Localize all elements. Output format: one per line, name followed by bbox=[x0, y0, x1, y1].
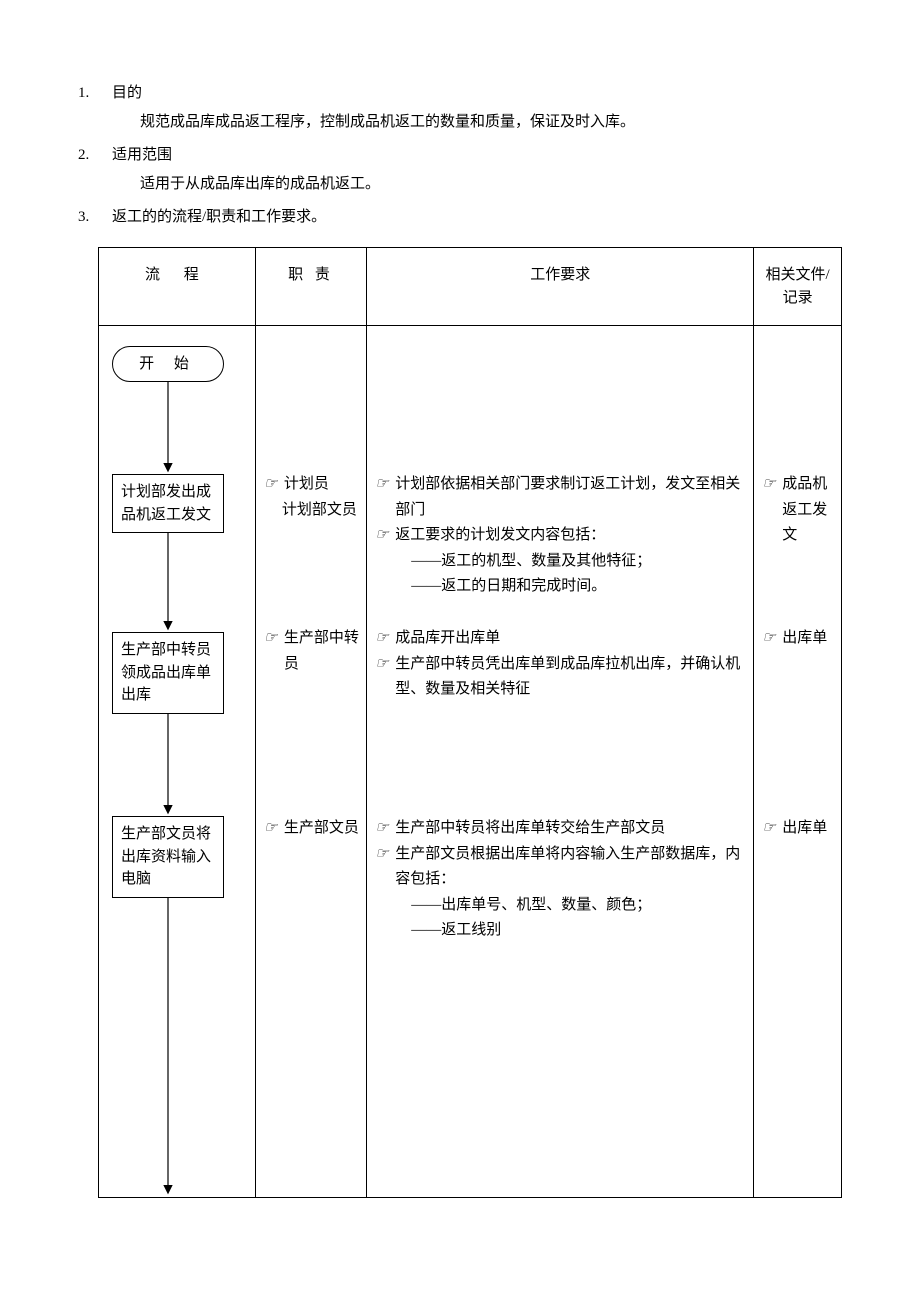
intro-title: 适用范围 bbox=[112, 142, 842, 169]
pointer-icon: ☞ bbox=[375, 472, 393, 498]
resp-block-3: ☞生产部文员 bbox=[256, 816, 366, 842]
flow-box-2: 生产部中转员领成品出库单出库 bbox=[112, 632, 224, 714]
pointer-icon: ☞ bbox=[375, 652, 393, 678]
pointer-icon: ☞ bbox=[762, 626, 780, 652]
flow-box-1: 计划部发出成品机返工发文 bbox=[112, 474, 224, 533]
intro-num: 1. bbox=[78, 80, 112, 138]
flowchart-svg bbox=[99, 326, 251, 1198]
intro-num: 3. bbox=[78, 204, 112, 231]
intro-item-1: 1. 目的 规范成品库成品返工程序，控制成品机返工的数量和质量，保证及时入库。 bbox=[78, 80, 842, 138]
th-req: 工作要求 bbox=[367, 248, 754, 326]
resp-block-2: ☞生产部中转员 bbox=[256, 626, 366, 677]
pointer-icon: ☞ bbox=[762, 816, 780, 842]
pointer-icon: ☞ bbox=[375, 816, 393, 842]
intro-desc: 适用于从成品库出库的成品机返工。 bbox=[140, 171, 842, 198]
flowchart-cell: 开 始 计划部发出成品机返工发文 生产部中转员领成品出库单出库 生产部文员将出库… bbox=[99, 326, 256, 1198]
doc-block-1: ☞成品机返工发文 bbox=[754, 472, 841, 549]
doc-cell: ☞成品机返工发文 ☞出库单 ☞出库单 bbox=[754, 326, 842, 1198]
doc-block-2: ☞出库单 bbox=[754, 626, 841, 652]
process-table: 流 程 职 责 工作要求 相关文件/记录 开 始 bbox=[98, 247, 842, 1198]
resp-block-1: ☞计划员 计划部文员 bbox=[256, 472, 366, 523]
req-block-3: ☞生产部中转员将出库单转交给生产部文员 ☞生产部文员根据出库单将内容输入生产部数… bbox=[367, 816, 753, 944]
flow-box-3: 生产部文员将出库资料输入电脑 bbox=[112, 816, 224, 898]
th-flow: 流 程 bbox=[99, 248, 256, 326]
intro-list: 1. 目的 规范成品库成品返工程序，控制成品机返工的数量和质量，保证及时入库。 … bbox=[78, 80, 842, 231]
table-body-row: 开 始 计划部发出成品机返工发文 生产部中转员领成品出库单出库 生产部文员将出库… bbox=[99, 326, 842, 1198]
pointer-icon: ☞ bbox=[264, 626, 282, 652]
pointer-icon: ☞ bbox=[375, 626, 393, 652]
pointer-icon: ☞ bbox=[375, 523, 393, 549]
flow-start-node: 开 始 bbox=[112, 346, 224, 382]
req-block-2: ☞成品库开出库单 ☞生产部中转员凭出库单到成品库拉机出库，并确认机型、数量及相关… bbox=[367, 626, 753, 703]
pointer-icon: ☞ bbox=[264, 472, 282, 498]
pointer-icon: ☞ bbox=[762, 472, 780, 498]
intro-title: 返工的的流程/职责和工作要求。 bbox=[112, 204, 842, 231]
intro-title: 目的 bbox=[112, 80, 842, 107]
pointer-icon: ☞ bbox=[264, 816, 282, 842]
intro-desc: 规范成品库成品返工程序，控制成品机返工的数量和质量，保证及时入库。 bbox=[140, 109, 842, 136]
intro-item-3: 3. 返工的的流程/职责和工作要求。 bbox=[78, 204, 842, 231]
th-doc: 相关文件/记录 bbox=[754, 248, 842, 326]
intro-item-2: 2. 适用范围 适用于从成品库出库的成品机返工。 bbox=[78, 142, 842, 200]
req-cell: ☞计划部依据相关部门要求制订返工计划，发文至相关部门 ☞返工要求的计划发文内容包… bbox=[367, 326, 754, 1198]
doc-block-3: ☞出库单 bbox=[754, 816, 841, 842]
intro-num: 2. bbox=[78, 142, 112, 200]
resp-cell: ☞计划员 计划部文员 ☞生产部中转员 ☞生产部文员 bbox=[255, 326, 366, 1198]
req-block-1: ☞计划部依据相关部门要求制订返工计划，发文至相关部门 ☞返工要求的计划发文内容包… bbox=[367, 472, 753, 600]
pointer-icon: ☞ bbox=[375, 842, 393, 868]
th-resp: 职 责 bbox=[255, 248, 366, 326]
table-header-row: 流 程 职 责 工作要求 相关文件/记录 bbox=[99, 248, 842, 326]
